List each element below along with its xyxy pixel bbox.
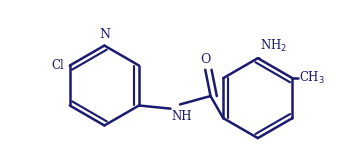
Text: CH$_3$: CH$_3$ bbox=[299, 70, 325, 86]
Text: N: N bbox=[99, 28, 110, 41]
Text: O: O bbox=[200, 52, 210, 66]
Text: NH$_2$: NH$_2$ bbox=[260, 38, 287, 54]
Text: Cl: Cl bbox=[52, 59, 64, 72]
Text: NH: NH bbox=[172, 110, 192, 123]
